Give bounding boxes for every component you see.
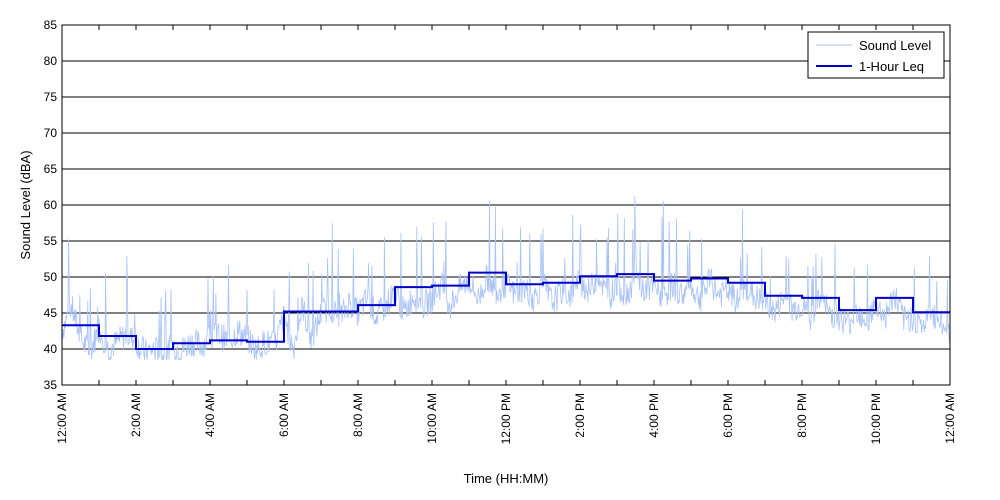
x-tick-label: 6:00 AM [277,393,291,437]
x-tick-label: 12:00 PM [499,393,513,444]
y-axis-ticks: 35 40 45 50 55 60 65 70 75 80 85 [44,18,58,392]
x-tick-label: 8:00 PM [795,393,809,438]
legend: Sound Level 1-Hour Leq [807,31,945,79]
y-tick-label: 55 [44,234,58,248]
y-tick-label: 80 [44,54,58,68]
y-tick-label: 75 [44,90,58,104]
x-tick-label: 10:00 AM [425,393,439,444]
x-axis-ticks: 12:00 AM 2:00 AM 4:00 AM 6:00 AM 8:00 AM 10:0… [55,25,957,444]
x-tick-label: 12:00 AM [943,393,957,444]
legend-entry-sound-level: Sound Level [859,38,931,53]
x-tick-label: 2:00 PM [573,393,587,438]
y-axis-label: Sound Level (dBA) [18,150,33,259]
x-tick-label: 4:00 AM [203,393,217,437]
y-tick-label: 50 [44,270,58,284]
y-tick-label: 65 [44,162,58,176]
y-tick-label: 45 [44,306,58,320]
x-tick-label: 6:00 PM [721,393,735,438]
x-tick-label: 10:00 PM [869,393,883,444]
x-axis-label: Time (HH:MM) [464,471,549,486]
legend-box [807,31,945,79]
y-tick-label: 85 [44,18,58,32]
x-tick-label: 8:00 AM [351,393,365,437]
x-tick-label: 2:00 AM [129,393,143,437]
x-tick-label: 4:00 PM [647,393,661,438]
series-1-hour-leq-line [62,271,950,350]
y-tick-label: 70 [44,126,58,140]
plot-area [61,195,951,361]
y-tick-label: 40 [44,342,58,356]
y-tick-label: 35 [44,378,58,392]
y-tick-label: 60 [44,198,58,212]
legend-entry-1-hour-leq: 1-Hour Leq [859,59,924,74]
x-tick-label: 12:00 AM [55,393,69,444]
